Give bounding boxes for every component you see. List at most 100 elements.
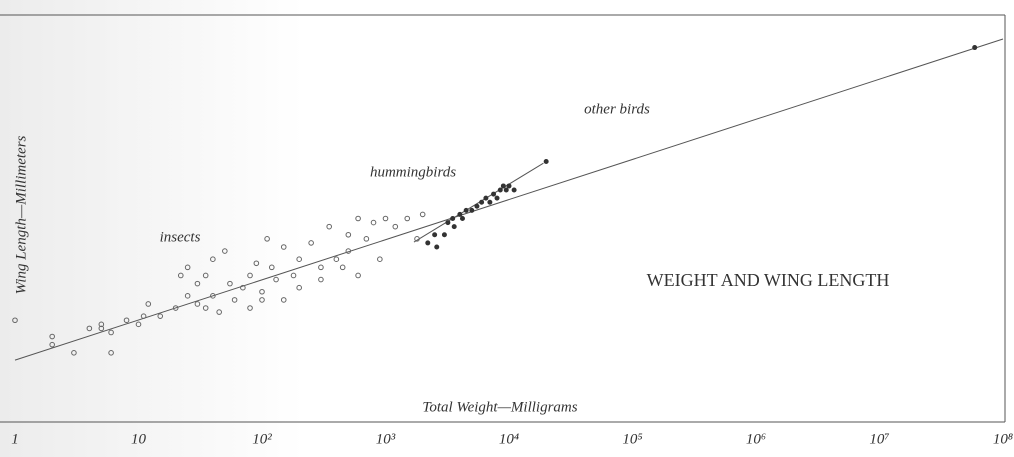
insect-point <box>345 248 352 254</box>
insect-point <box>355 272 361 279</box>
insect-point <box>216 309 222 315</box>
insect-point <box>382 215 389 222</box>
insect-point <box>12 317 18 324</box>
insect-point <box>280 244 287 250</box>
insect-point <box>363 236 370 242</box>
insect-point <box>290 272 297 279</box>
insect-point <box>296 284 302 291</box>
insect-point <box>49 341 55 348</box>
bird-point <box>451 224 457 230</box>
insect-point <box>210 256 216 263</box>
bird-point <box>434 244 440 250</box>
insect-point <box>268 264 275 271</box>
x-axis-label: Total Weight—Milligrams <box>422 399 577 415</box>
fit-line <box>14 38 1004 361</box>
bird-point <box>494 195 500 201</box>
insect-point <box>273 276 279 283</box>
insect-point <box>339 264 346 271</box>
bird-point <box>479 199 485 205</box>
bird-point <box>487 199 493 205</box>
insect-point <box>49 333 55 340</box>
insect-point <box>123 317 130 324</box>
bird-point <box>543 159 549 165</box>
bird-point <box>497 187 503 193</box>
insect-point <box>231 297 238 303</box>
x-tick-label: 10⁵ <box>622 431 642 447</box>
bird-point <box>445 220 451 226</box>
insect-point <box>280 297 287 303</box>
insect-point <box>247 305 253 311</box>
annotation: other birds <box>584 101 650 117</box>
x-tick-label: 10² <box>252 431 272 447</box>
insect-point <box>184 293 191 299</box>
insect-point <box>194 280 201 287</box>
insect-point <box>253 260 260 267</box>
insect-point <box>71 350 77 356</box>
insect-point <box>414 236 420 242</box>
insect-point <box>227 280 233 287</box>
bird-point <box>506 183 512 189</box>
insect-point <box>345 231 352 238</box>
bird-point <box>441 232 447 238</box>
insect-point <box>370 219 377 226</box>
x-tick-label: 10⁶ <box>746 431 766 447</box>
insect-point <box>326 223 332 230</box>
insect-point <box>194 301 201 307</box>
insect-point <box>98 325 105 332</box>
annotation: hummingbirds <box>370 164 456 180</box>
insect-point <box>247 272 253 279</box>
bird-point <box>469 207 475 213</box>
x-tick-label: 10⁸ <box>993 431 1013 447</box>
bird-point <box>503 187 509 193</box>
bird-point <box>459 216 465 221</box>
insect-point <box>419 211 426 218</box>
insect-point <box>135 321 142 328</box>
insect-point <box>108 350 114 356</box>
insect-point <box>172 305 179 311</box>
fit-line <box>413 162 544 243</box>
insect-point <box>184 264 191 271</box>
insect-point <box>98 321 105 328</box>
y-axis-label: Wing Length—Millimeters <box>13 135 29 294</box>
insect-point <box>318 276 324 283</box>
insect-point <box>296 256 302 263</box>
insect-point <box>140 313 147 319</box>
insect-point <box>108 329 114 336</box>
bird-point <box>432 232 438 238</box>
insect-point <box>202 305 209 311</box>
insect-point <box>355 215 361 222</box>
insect-point <box>222 248 228 254</box>
insect-point <box>318 264 324 271</box>
insect-point <box>202 272 209 279</box>
x-tick-label: 10 <box>131 431 147 447</box>
insect-point <box>210 293 216 299</box>
x-tick-label: 10³ <box>376 431 396 447</box>
insect-point <box>308 240 314 246</box>
insect-point <box>157 313 164 319</box>
bird-point <box>474 203 480 209</box>
bird-point <box>483 195 489 201</box>
insect-point <box>392 223 399 230</box>
annotation: insects <box>160 229 201 245</box>
x-tick-label: 1 <box>11 431 19 447</box>
bird-point <box>511 187 517 193</box>
insect-point <box>240 284 246 291</box>
bird-point <box>425 240 431 246</box>
bird-point <box>972 45 978 51</box>
insect-point <box>145 301 152 307</box>
x-tick-label: 10⁷ <box>869 431 889 447</box>
insect-point <box>86 325 93 332</box>
bird-point <box>500 183 506 189</box>
insect-point <box>404 215 411 222</box>
insect-point <box>259 297 265 303</box>
bird-point <box>491 191 497 197</box>
insect-point <box>333 256 340 263</box>
insect-point <box>177 272 184 279</box>
chart-title: WEIGHT AND WING LENGTH <box>647 270 890 290</box>
insect-point <box>377 256 383 263</box>
insect-point <box>259 288 265 295</box>
bird-point <box>450 216 456 221</box>
